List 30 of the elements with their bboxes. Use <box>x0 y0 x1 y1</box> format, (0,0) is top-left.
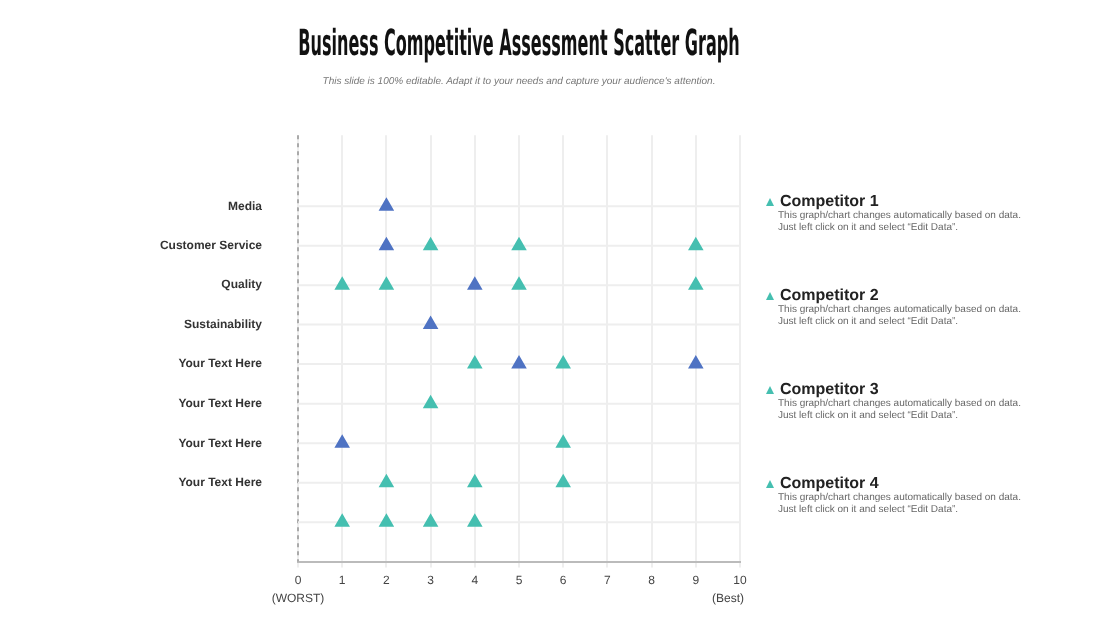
point <box>379 474 394 488</box>
point <box>335 514 350 527</box>
point <box>467 277 482 290</box>
point <box>423 237 438 251</box>
point <box>467 474 482 488</box>
point <box>423 316 438 330</box>
point <box>379 198 394 211</box>
text: Competitor 1 <box>780 192 879 210</box>
chart-title: Business Competitive Assessment Scatter Graph <box>298 23 740 66</box>
point <box>379 514 394 527</box>
point <box>467 514 482 527</box>
point <box>467 356 482 369</box>
point <box>556 474 571 488</box>
text: Competitor 3 <box>780 380 879 398</box>
point <box>511 277 527 290</box>
point <box>688 356 703 369</box>
point <box>423 395 438 409</box>
point <box>335 435 350 448</box>
point <box>556 435 571 448</box>
point <box>423 514 438 527</box>
point <box>379 237 394 251</box>
point <box>556 356 571 369</box>
point <box>688 237 703 251</box>
point <box>688 277 703 290</box>
text: Competitor 2 <box>780 286 879 304</box>
text: Competitor 4 <box>780 474 879 492</box>
point <box>379 277 394 290</box>
point <box>335 277 350 290</box>
point <box>511 237 527 251</box>
point <box>511 356 527 369</box>
